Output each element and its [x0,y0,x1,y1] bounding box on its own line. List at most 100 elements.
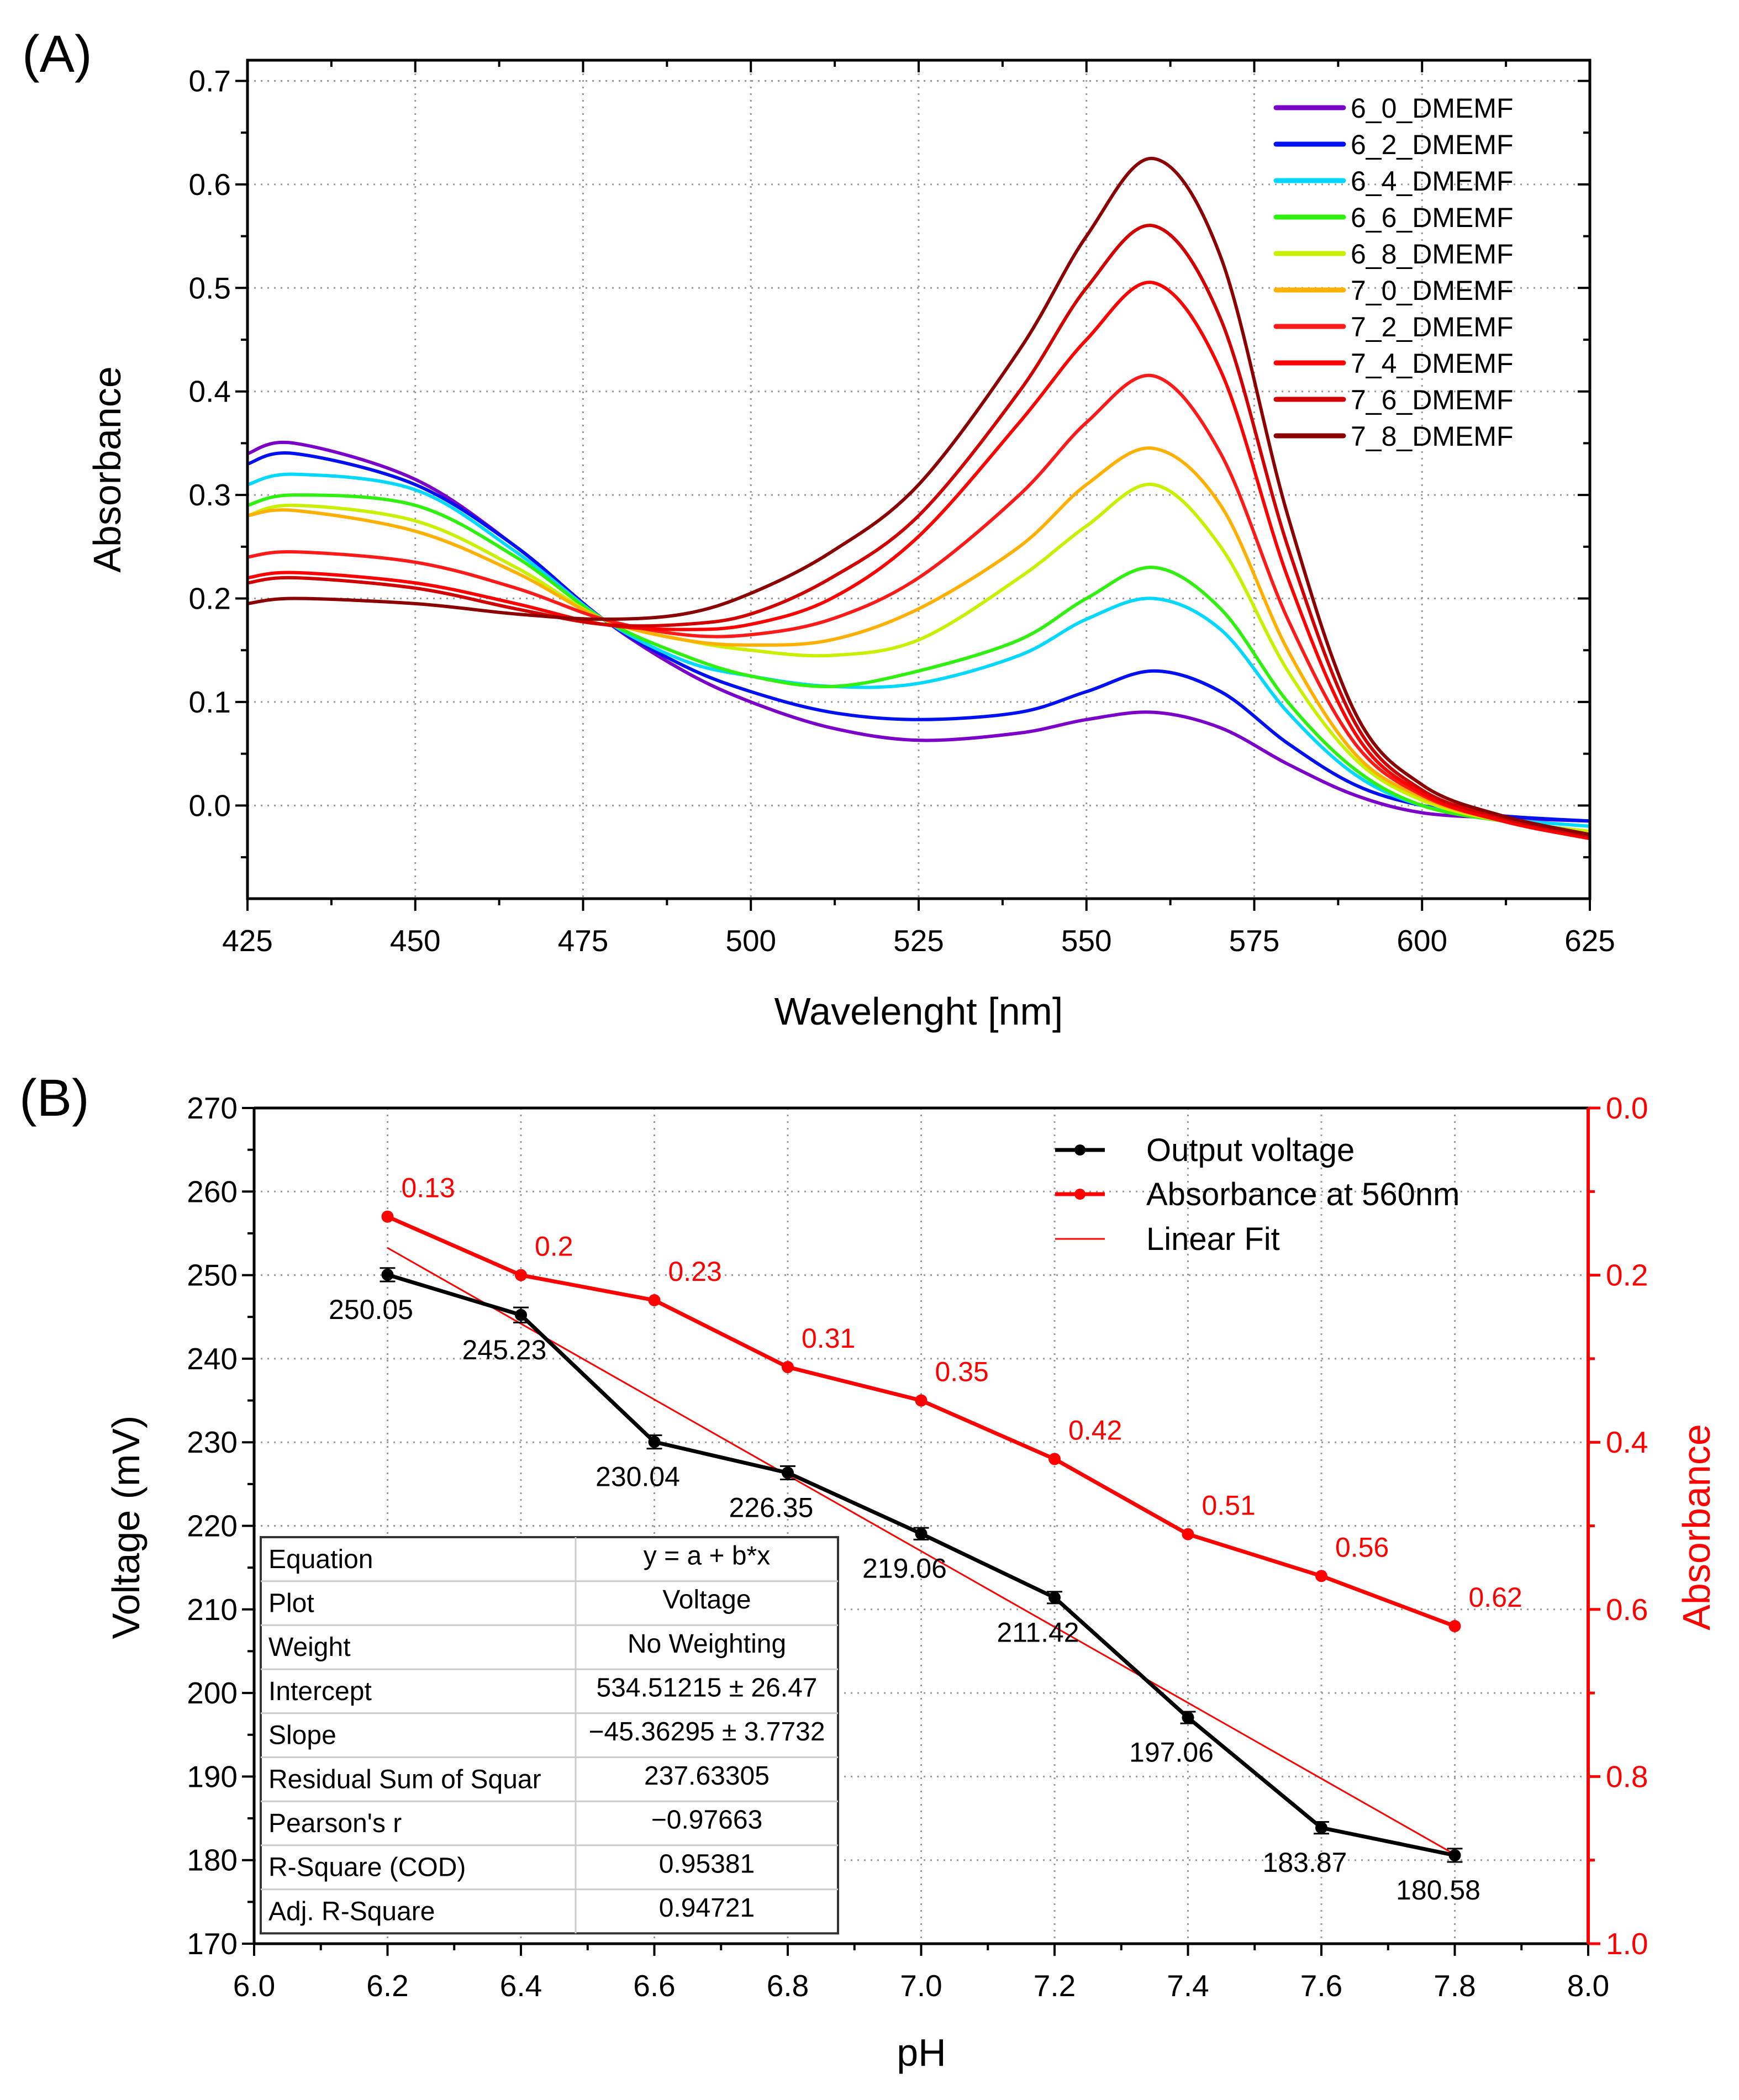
x-tick-label: 525 [893,924,944,958]
absorbance-data-label: 0.23 [668,1256,722,1287]
absorbance-point [1182,1528,1194,1540]
x-tick-label: 6.8 [767,1969,809,2003]
legend-label: 6_0_DMEMF [1351,93,1514,124]
spectrum-line-7_0_DMEMF [247,446,1590,836]
panel-a-label: (A) [22,25,92,83]
absorbance-data-label: 0.35 [935,1357,989,1387]
x-tick-label: 575 [1229,924,1280,958]
y-tick-label: 0.5 [189,271,231,305]
fit-table-value: −0.97663 [651,1806,763,1835]
y2-tick-label: 0.2 [1606,1258,1648,1292]
legend-label: 7_2_DMEMF [1351,312,1514,342]
legend-label: 6_4_DMEMF [1351,166,1514,197]
y2-tick-label: 0.8 [1606,1759,1648,1793]
spectrum-line-6_2_DMEMF [247,451,1590,823]
panel-a-absorbance-spectra: (A) Wavelenght [nm] Absorbance 425 450 475… [22,25,1615,1033]
absorbance-data-label: 0.62 [1469,1582,1522,1613]
panel-a-x-axis-title: Wavelenght [nm] [774,990,1063,1033]
legend-label: 6_6_DMEMF [1351,202,1514,233]
y-tick-label: 260 [187,1174,238,1209]
fit-table-key: Equation [268,1545,373,1574]
fit-table-key: Pearson's r [268,1809,402,1838]
absorbance-data-label: 0.51 [1202,1490,1256,1521]
panel-b-label: (B) [19,1069,89,1127]
fit-table-key: Plot [268,1589,314,1618]
y-tick-label: 0.1 [189,685,231,719]
spectra-curves [247,157,1590,841]
x-tick-label: 6.4 [500,1969,542,2003]
panel-b-x-axis-title: pH [897,2031,946,2074]
y-tick-label: 220 [187,1509,238,1543]
y2-tick-label: 0.4 [1606,1425,1648,1459]
voltage-data-label: 219.06 [862,1553,947,1584]
spectrum-line-7_8_DMEMF [247,157,1590,836]
legend-label: 7_0_DMEMF [1351,275,1514,306]
spectrum-line-6_4_DMEMF [247,472,1590,828]
fit-table-key: Intercept [268,1677,372,1706]
absorbance-point [782,1361,794,1374]
x-tick-label: 8.0 [1567,1969,1609,2003]
voltage-point [915,1527,928,1540]
fit-table-value: Voltage [662,1585,751,1614]
y-tick-label: 0.4 [189,374,231,409]
absorbance-point [648,1294,661,1306]
y-tick-label: 0.2 [189,582,231,616]
absorbance-data-label: 0.42 [1068,1415,1122,1445]
fit-table-value: 0.94721 [659,1893,755,1923]
voltage-data-label: 230.04 [596,1461,680,1492]
x-tick-label: 600 [1397,924,1447,958]
y2-tick-label: 0.6 [1606,1592,1648,1627]
x-tick-label: 7.2 [1034,1969,1076,2003]
voltage-data-label: 180.58 [1396,1875,1480,1906]
y-tick-label: 180 [187,1843,238,1877]
y2-tick-label: 0.0 [1606,1091,1648,1125]
absorbance-data-label: 0.31 [802,1323,855,1354]
absorbance-data-label: 0.13 [402,1173,455,1204]
voltage-data-label: 211.42 [997,1617,1079,1648]
legend-label: Output voltage [1146,1132,1355,1168]
y-tick-label: 250 [187,1258,238,1292]
fit-table-value: −45.36295 ± 3.7732 [588,1717,825,1747]
absorbance-point [1048,1453,1061,1465]
fit-table-value: No Weighting [628,1629,786,1659]
fit-table-value: 237.63305 [644,1761,770,1791]
y2-tick-label: 1.0 [1606,1927,1648,1961]
legend-label: 7_8_DMEMF [1351,421,1514,452]
y-tick-label: 0.7 [189,64,231,98]
voltage-point [1048,1591,1061,1604]
x-tick-label: 625 [1564,924,1615,958]
x-tick-label: 6.0 [233,1969,275,2003]
fit-table-key: Adj. R-Square [268,1897,435,1926]
legend-label: Linear Fit [1146,1221,1280,1257]
y-tick-label: 190 [187,1759,238,1793]
x-tick-label: 425 [222,924,273,958]
spectrum-line-6_8_DMEMF [247,482,1590,833]
voltage-data-label: 245.23 [462,1334,547,1365]
legend-label: 7_6_DMEMF [1351,384,1514,415]
fit-table-frame [260,1536,839,1935]
voltage-data-label: 250.05 [329,1294,413,1325]
x-tick-label: 6.6 [633,1969,675,2003]
voltage-point [1182,1711,1194,1724]
y-tick-label: 240 [187,1342,238,1376]
voltage-data-label: 197.06 [1129,1737,1214,1768]
absorbance-point [915,1394,928,1407]
absorbance-point [381,1210,394,1223]
voltage-point [648,1436,661,1448]
spectrum-line-6_6_DMEMF [247,493,1590,833]
voltage-point [381,1268,394,1281]
y-tick-label: 0.3 [189,478,231,512]
fit-table-key: Residual Sum of Squar [268,1765,541,1794]
legend-label: 7_4_DMEMF [1351,348,1514,379]
voltage-point [782,1466,794,1479]
legend-label: Absorbance at 560nm [1146,1176,1459,1212]
fit-table-key: R-Square (COD) [268,1853,466,1882]
absorbance-data-label: 0.56 [1335,1532,1389,1563]
fit-table-key: Slope [268,1721,336,1750]
y-tick-label: 0.6 [189,167,231,202]
x-tick-label: 6.2 [366,1969,408,2003]
absorbance-point [1448,1620,1461,1633]
spectrum-line-7_6_DMEMF [247,224,1590,838]
x-tick-label: 475 [558,924,609,958]
